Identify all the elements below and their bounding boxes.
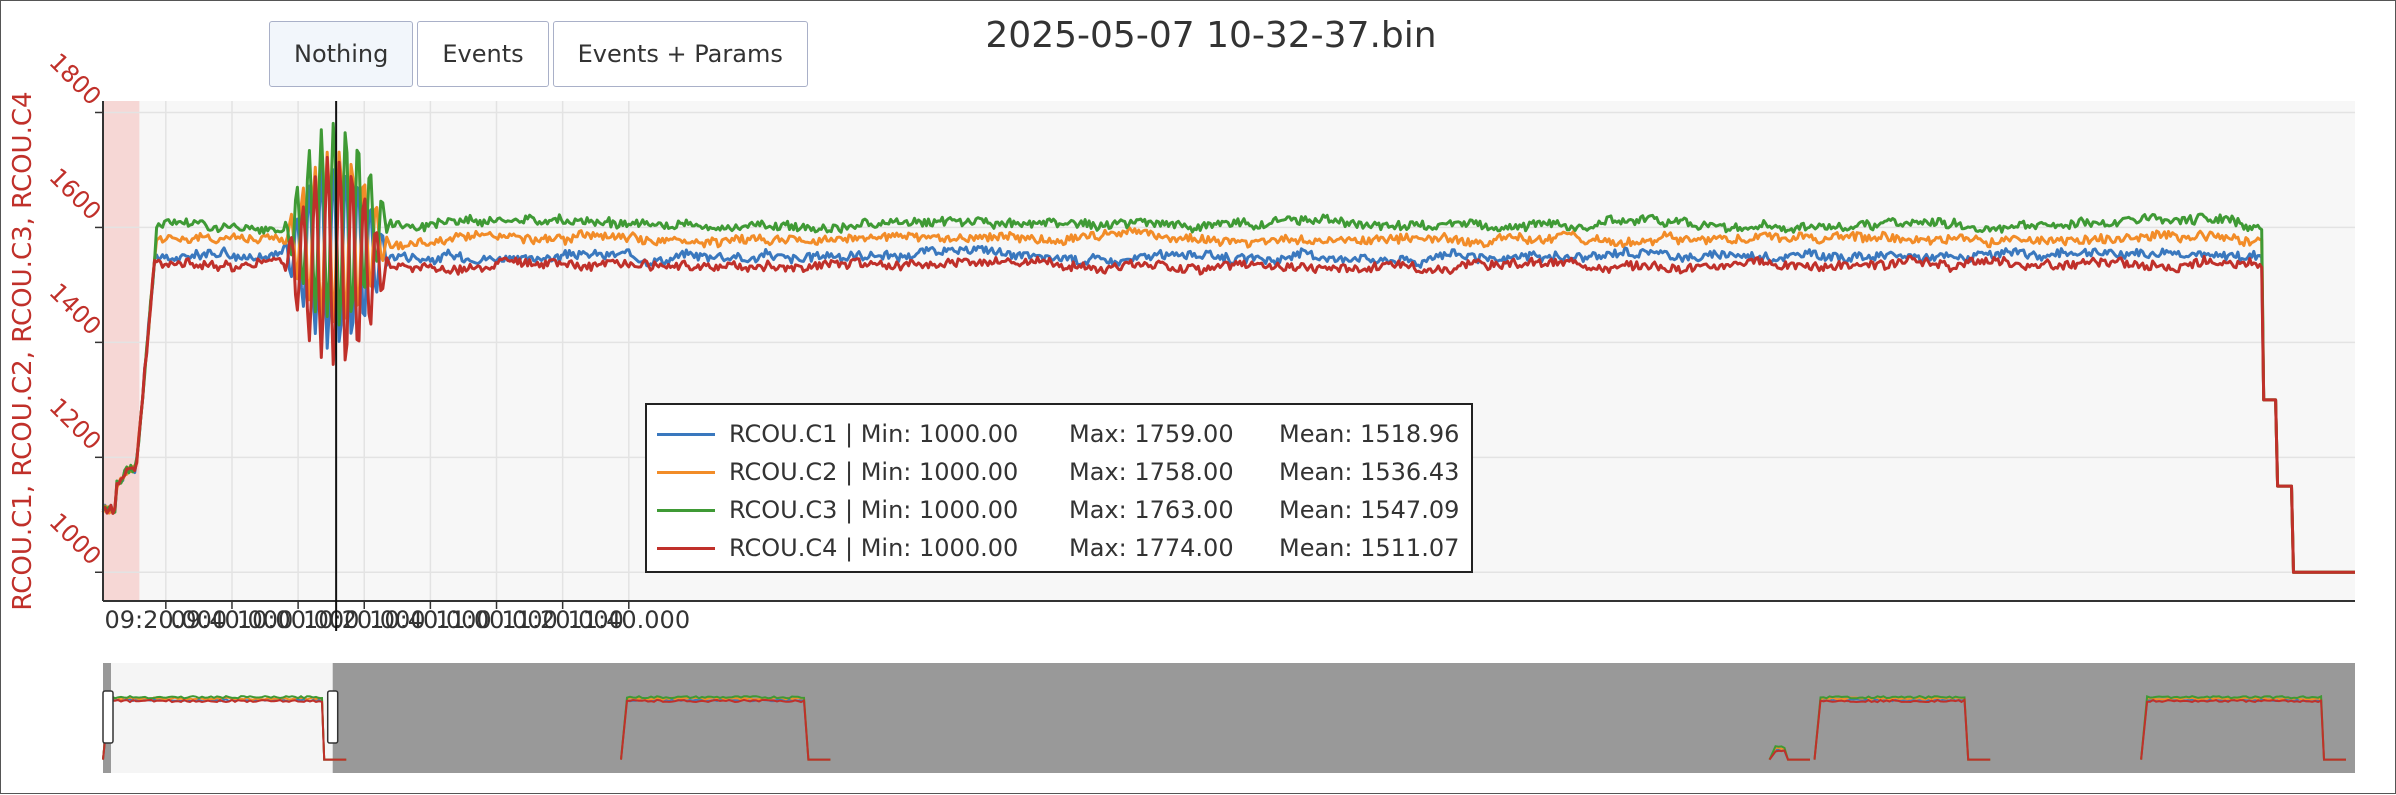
navigator-series-line: [102, 696, 347, 761]
legend-max-value: 1763.00: [1134, 496, 1234, 524]
x-tick-label: 11:20.000: [501, 606, 624, 634]
navigator-handle-right[interactable]: [326, 690, 339, 744]
legend-max-value: 1774.00: [1134, 534, 1234, 562]
legend-swatch-c2: [657, 470, 715, 474]
y-tick-label: 1400: [44, 278, 107, 341]
legend-max-value: 1758.00: [1134, 458, 1234, 486]
y-axis-label: RCOU.C1, RCOU.C2, RCOU.C3, RCOU.C4: [8, 91, 38, 610]
legend-entry-c1: RCOU.C1 | Min: 1000.00 Max: 1759.00 Mean…: [657, 415, 1471, 453]
navigator-series-line: [620, 695, 831, 761]
navigator-series-line: [1813, 698, 1991, 761]
x-tick-label: 10:20.000: [303, 606, 426, 634]
x-tick-label: 11:00.000: [435, 606, 558, 634]
series-lines: [101, 121, 2355, 574]
legend-max-label: Max:: [1069, 458, 1127, 486]
legend-swatch-c4: [657, 546, 715, 550]
x-tick-label: 09:40.000: [171, 606, 294, 634]
legend-mean-value: 1511.07: [1360, 534, 1460, 562]
legend-mean-label: Mean:: [1279, 496, 1353, 524]
legend-min-label: Min:: [860, 496, 912, 524]
legend-min-value: 1000.00: [919, 420, 1019, 448]
legend-min-value: 1000.00: [919, 458, 1019, 486]
legend-max-value: 1759.00: [1134, 420, 1234, 448]
y-tick-label: 1800: [44, 48, 107, 111]
legend-mean-value: 1518.96: [1360, 420, 1460, 448]
legend-entry-c3: RCOU.C3 | Min: 1000.00 Max: 1763.00 Mean…: [657, 491, 1471, 529]
legend-mean-label: Mean:: [1279, 534, 1353, 562]
navigator-series-line: [1813, 695, 1991, 761]
y-tick-label: 1600: [44, 163, 107, 226]
legend-min-label: Min:: [860, 534, 912, 562]
navigator-handle-left[interactable]: [102, 690, 114, 744]
series-line-rcou-c1: [102, 166, 2355, 574]
grid-lines: [103, 101, 2355, 601]
series-line-rcou-c3: [101, 121, 2355, 574]
x-tick-label: 10:40.000: [369, 606, 492, 634]
navigator-series-line: [1768, 749, 1810, 761]
x-tick-label: 10:00.000: [237, 606, 360, 634]
navigator-series-line: [102, 698, 347, 761]
chart-title: 2025-05-07 10-32-37.bin: [985, 15, 1437, 56]
legend-entry-c4: RCOU.C4 | Min: 1000.00 Max: 1774.00 Mean…: [657, 529, 1471, 567]
range-navigator[interactable]: [102, 663, 2355, 773]
legend-max-label: Max:: [1069, 496, 1127, 524]
series-line-rcou-c4: [102, 155, 2355, 574]
legend-max-label: Max:: [1069, 420, 1127, 448]
legend-min-label: Min:: [860, 420, 912, 448]
x-tick-label: 11:40.000: [567, 606, 690, 634]
legend-series-name: RCOU.C4: [729, 534, 838, 562]
navigator-track: [103, 663, 2355, 773]
highlight-region: [103, 101, 140, 601]
legend-min-value: 1000.00: [919, 534, 1019, 562]
events-button[interactable]: Events: [417, 21, 549, 87]
navigator-series-line: [2140, 698, 2346, 761]
legend-series-name: RCOU.C2: [729, 458, 838, 486]
legend-mean-value: 1547.09: [1360, 496, 1460, 524]
y-tick-label: 1000: [44, 508, 107, 571]
legend-mean-label: Mean:: [1279, 420, 1353, 448]
legend-mean-value: 1536.43: [1360, 458, 1460, 486]
x-tick-label: 09:20.000: [105, 606, 228, 634]
events-params-button[interactable]: Events + Params: [552, 21, 808, 87]
legend-min-value: 1000.00: [919, 496, 1019, 524]
legend-swatch-c3: [657, 508, 715, 512]
series-line-rcou-c2: [101, 150, 2355, 574]
legend-mean-label: Mean:: [1279, 458, 1353, 486]
legend-entry-c2: RCOU.C2 | Min: 1000.00 Max: 1758.00 Mean…: [657, 453, 1471, 491]
legend-swatch-c1: [657, 432, 715, 436]
legend-max-label: Max:: [1069, 534, 1127, 562]
display-mode-buttons: Nothing Events Events + Params: [269, 21, 808, 87]
navigator-series-line: [620, 698, 831, 761]
legend: RCOU.C1 | Min: 1000.00 Max: 1759.00 Mean…: [645, 403, 1473, 573]
y-tick-label: 1200: [44, 393, 107, 456]
legend-min-label: Min:: [860, 458, 912, 486]
legend-series-name: RCOU.C3: [729, 496, 838, 524]
navigator-window[interactable]: [111, 663, 333, 773]
navigator-series-line: [102, 694, 347, 761]
nothing-button[interactable]: Nothing: [269, 21, 414, 87]
legend-series-name: RCOU.C1: [729, 420, 838, 448]
navigator-series-line: [2140, 694, 2346, 761]
